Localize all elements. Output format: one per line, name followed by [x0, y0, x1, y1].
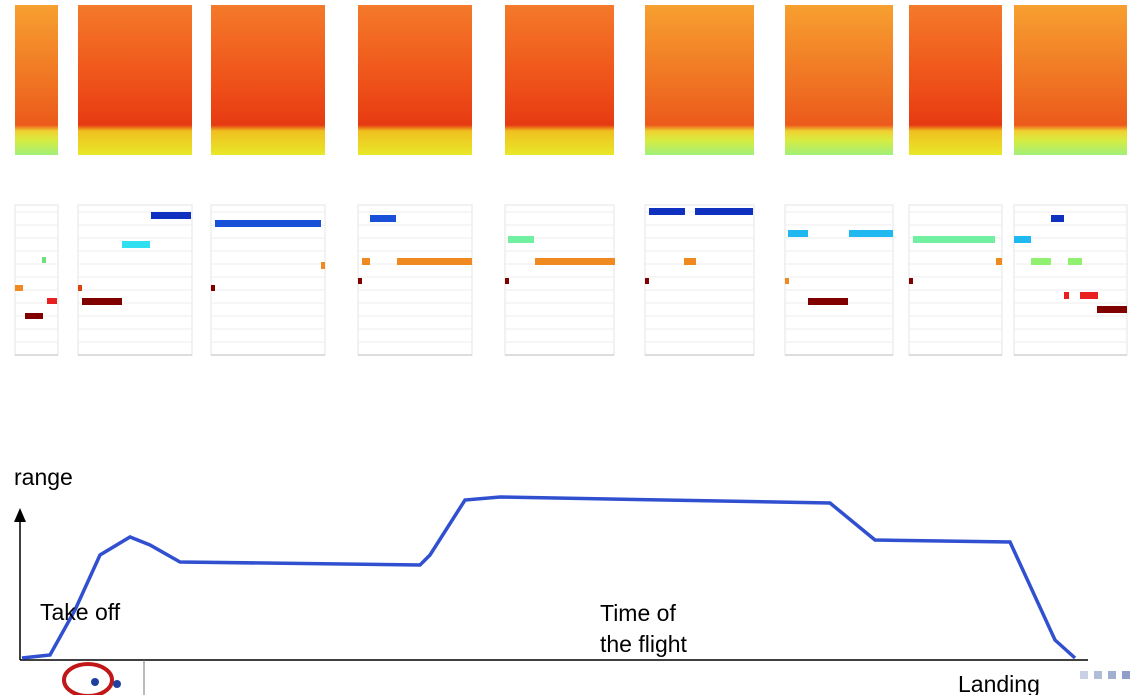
event-bar — [122, 241, 150, 248]
event-bar — [913, 236, 995, 243]
event-bar — [649, 208, 685, 215]
event-bar — [505, 278, 509, 284]
spectrogram — [785, 5, 893, 155]
event-bar — [370, 215, 396, 222]
annotation: Time of — [600, 600, 676, 626]
event-panel — [784, 204, 894, 356]
event-panel — [908, 204, 1003, 356]
logo — [62, 660, 145, 695]
spectrogram — [645, 5, 754, 155]
event-bar — [996, 258, 1002, 265]
event-bar — [151, 212, 191, 219]
axis-label: range — [14, 464, 73, 490]
event-panel — [14, 204, 59, 356]
event-bar — [1080, 292, 1098, 299]
event-panel — [644, 204, 755, 356]
event-bar — [909, 278, 913, 284]
spectrogram — [15, 5, 58, 155]
spectrograms — [15, 5, 1127, 155]
event-bar — [535, 258, 615, 265]
spectrogram — [211, 5, 325, 155]
range-curve — [21, 495, 1077, 660]
event-bar — [215, 220, 321, 227]
event-bar — [1031, 258, 1051, 265]
event-bar — [321, 262, 325, 269]
event-bar — [42, 257, 46, 263]
spectrogram — [78, 5, 192, 155]
event-bar — [1068, 258, 1082, 265]
event-bar — [849, 230, 893, 237]
axis-arrow — [14, 508, 26, 522]
annotation: the flight — [600, 631, 688, 657]
spectrogram — [1014, 5, 1127, 155]
event-bar — [25, 313, 43, 319]
event-panel — [357, 204, 473, 356]
event-panels — [14, 204, 1128, 356]
annotation: Take off — [40, 599, 121, 625]
event-bar — [695, 208, 753, 215]
event-panel — [210, 204, 326, 356]
event-bar — [684, 258, 696, 265]
event-bar — [1097, 306, 1127, 313]
spectrogram — [909, 5, 1002, 155]
event-bar — [508, 236, 534, 243]
event-bar — [645, 278, 649, 284]
event-bar — [1051, 215, 1064, 222]
event-bars — [15, 208, 1127, 319]
event-bar — [211, 285, 215, 291]
decoration — [1080, 671, 1130, 679]
event-panel — [77, 204, 193, 356]
event-bar — [397, 258, 472, 265]
event-bar — [15, 285, 23, 291]
event-bar — [358, 278, 362, 284]
event-bar — [1014, 236, 1031, 243]
spectrogram — [358, 5, 472, 155]
event-panel — [1013, 204, 1128, 356]
event-bar — [362, 258, 370, 265]
event-bar — [47, 298, 57, 304]
event-bar — [808, 298, 848, 305]
event-bar — [78, 285, 82, 291]
event-bar — [82, 298, 122, 305]
event-panel — [504, 204, 615, 356]
event-bar — [785, 278, 789, 284]
annotation: Landing — [958, 671, 1040, 695]
spectrogram — [505, 5, 614, 155]
event-bar — [1064, 292, 1069, 299]
flight-profile: range Take off Time of the flight Landin… — [14, 464, 1088, 695]
event-bar — [788, 230, 808, 237]
